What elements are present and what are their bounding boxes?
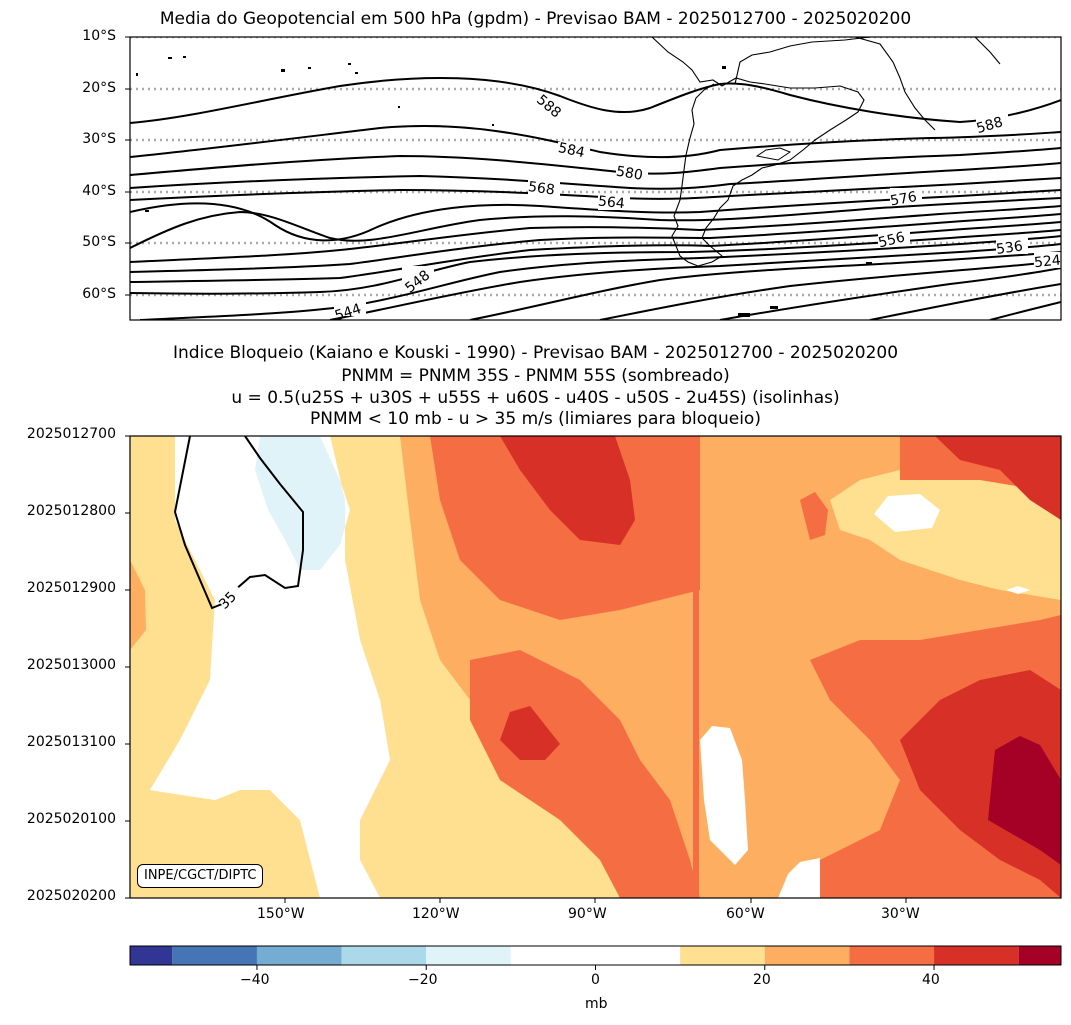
u-wind-contour-35 [173,435,304,610]
heatmap-xtick: 120°W [412,906,460,922]
geopotential-map: 588 584 580 568 564 576 556 536 524 548 [125,36,1062,321]
contour-label-556: 556 [877,229,907,251]
contour-label-524: 524 [1033,252,1061,271]
shade-40-50-mid [500,706,560,760]
contour-labels: 588 584 580 568 564 576 556 536 524 548 [333,92,1061,320]
index-title-line-4: PNMM < 10 mb - u > 35 m/s (limiares para… [310,409,761,429]
shade-neg-10-20 [255,436,350,570]
contour-label-568: 568 [527,179,556,199]
heatmap-xtick: 30°W [881,906,920,922]
heatmap-ytick: 2025020200 [26,888,116,904]
shade-50plus [988,736,1061,865]
colorbar-cell [341,946,427,965]
shade-white-center [700,726,748,865]
contour-label-564: 564 [597,193,625,212]
map-ytick: 40°S [82,183,116,199]
colorbar-tick-label: 40 [922,972,940,988]
shade-20-30-west [130,560,146,650]
colorbar-tick-label: 0 [591,972,600,988]
colorbar-cell [426,946,511,965]
shade-white-south [778,858,820,898]
colorbar-cell [934,946,1019,965]
map-title: Media do Geopotencial em 500 hPa (gpdm) … [159,9,912,29]
colorbar-cell [510,946,681,965]
coastline-south-america [651,37,865,267]
heatmap-ytick: 2025012700 [26,426,116,442]
heatmap-ytick: 2025012800 [26,503,116,519]
colorbar-cell [849,946,935,965]
shade-white-west [150,436,390,898]
contour-label-536: 536 [995,238,1024,258]
colorbar-cell [256,946,342,965]
geopotential-contours [130,77,1061,320]
colorbar-cell [680,946,765,965]
shade-30-40-north [430,436,700,620]
contour-label-588-east: 588 [975,114,1005,137]
contour-label-576: 576 [889,189,918,209]
heatmap-xtick: 90°W [568,906,607,922]
colorbar-tick-label: −20 [408,972,438,988]
shade-white-east-2 [1006,586,1030,594]
source-annotation: INPE/CGCT/DIPTC [137,864,264,888]
blocking-index-heatmap: 35 [125,435,1062,903]
heatmap-xtick: 60°W [726,906,765,922]
shade-40-50-se [900,670,1061,898]
map-ytick: 50°S [82,234,116,250]
index-title-line-1: Indice Bloqueio (Kaiano e Kouski - 1990)… [172,343,899,363]
colorbar-cell [172,946,257,965]
heatmap-xticks [284,898,907,903]
map-yticks [125,36,130,296]
colorbar-tick-label: 20 [753,972,771,988]
coastline-island [755,147,792,161]
colorbar-unit-label: mb [585,996,608,1012]
map-frame [129,36,1062,321]
colorbar-cell [1018,946,1061,965]
shade-40-50-north [500,436,635,545]
heatmap-ytick: 2025013100 [26,734,116,750]
shade-40-50-ne [935,436,1061,520]
colorbar-cell [130,946,173,965]
colorbar-cell [764,946,850,965]
heatmap-yticks [125,435,130,899]
index-title-line-2: PNMM = PNMM 35S - PNMM 55S (sombreado) [341,366,730,386]
heatmap-xtick: 150°W [257,906,305,922]
map-ytick: 30°S [82,131,116,147]
shade-10-20-west [130,436,215,898]
map-ytick: 20°S [82,80,116,96]
shade-vertical-band [693,436,699,898]
heatmap-ytick: 2025013000 [26,657,116,673]
colorbar [129,945,1062,970]
map-ytick: 10°S [82,28,116,44]
shade-white-east-1 [874,494,940,532]
contour-label-580: 580 [615,164,644,184]
contour-label-584: 584 [557,140,587,161]
map-ytick: 60°S [82,286,116,302]
heatmap-ytick: 2025012900 [26,580,116,596]
index-title-line-3: u = 0.5(u25S + u30S + u55S + u60S - u40S… [231,388,840,408]
heatmap-ytick: 2025020100 [26,811,116,827]
colorbar-tick-label: −40 [240,972,270,988]
shade-30-40-island [800,492,828,540]
